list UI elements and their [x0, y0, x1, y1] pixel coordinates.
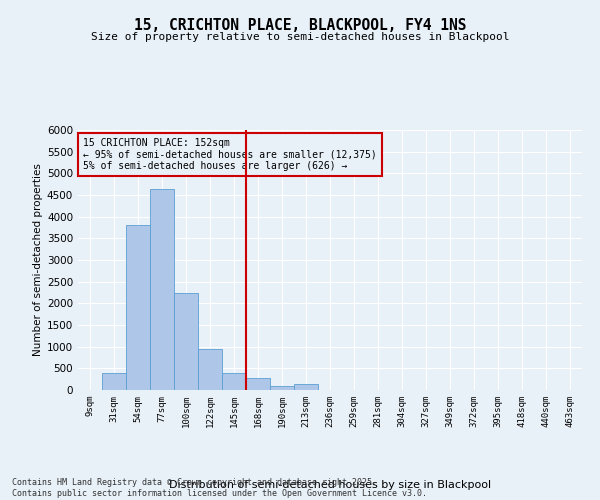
Text: 15, CRICHTON PLACE, BLACKPOOL, FY4 1NS: 15, CRICHTON PLACE, BLACKPOOL, FY4 1NS	[134, 18, 466, 32]
Y-axis label: Number of semi-detached properties: Number of semi-detached properties	[33, 164, 43, 356]
Bar	[174, 292, 198, 390]
Bar	[126, 226, 150, 390]
Bar	[270, 386, 294, 390]
Bar	[246, 378, 270, 390]
Bar	[198, 349, 222, 390]
Bar	[102, 372, 126, 390]
Bar	[294, 384, 318, 390]
Bar	[150, 188, 174, 390]
X-axis label: Distribution of semi-detached houses by size in Blackpool: Distribution of semi-detached houses by …	[169, 480, 491, 490]
Text: 15 CRICHTON PLACE: 152sqm
← 95% of semi-detached houses are smaller (12,375)
5% : 15 CRICHTON PLACE: 152sqm ← 95% of semi-…	[83, 138, 377, 171]
Text: Contains HM Land Registry data © Crown copyright and database right 2025.
Contai: Contains HM Land Registry data © Crown c…	[12, 478, 427, 498]
Text: Size of property relative to semi-detached houses in Blackpool: Size of property relative to semi-detach…	[91, 32, 509, 42]
Bar	[222, 372, 246, 390]
